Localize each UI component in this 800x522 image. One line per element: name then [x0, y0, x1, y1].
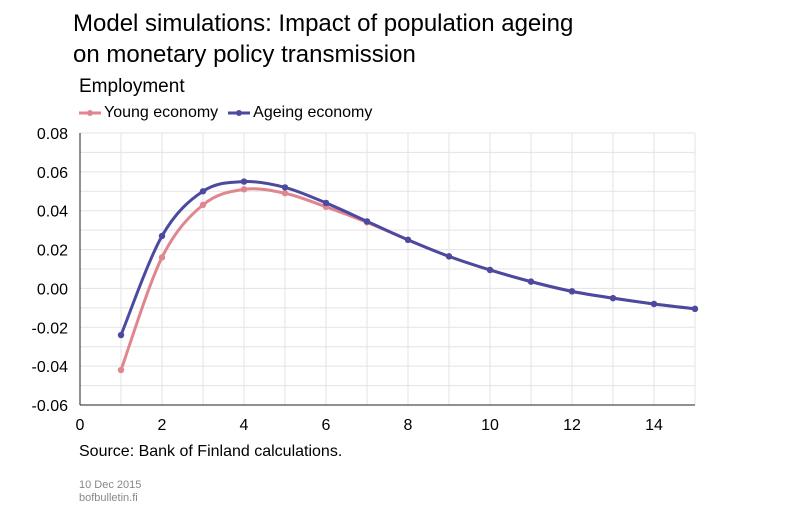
x-tick-label: 10	[481, 417, 499, 434]
data-point-young	[281, 190, 289, 197]
legend-marker-ageing	[236, 110, 243, 116]
data-point-ageing	[404, 236, 412, 244]
data-point-ageing	[240, 178, 248, 185]
chart-title: Model simulations: Impact of population …	[73, 8, 573, 70]
legend-label-ageing: Ageing economy	[253, 104, 373, 121]
data-point-ageing	[486, 266, 494, 274]
data-point-ageing	[568, 288, 576, 295]
y-tick-label: 0.04	[37, 204, 68, 221]
legend: Young economy Ageing economy	[79, 104, 382, 122]
footer-site: bofbulletin.fi	[79, 492, 138, 504]
legend-label-young: Young economy	[104, 104, 219, 121]
legend-swatch-ageing	[228, 110, 251, 116]
data-point-ageing	[281, 184, 289, 191]
data-point-young	[199, 201, 207, 209]
title-line-2: on monetary policy transmission	[73, 41, 416, 68]
x-tick-label: 14	[645, 417, 663, 434]
data-point-ageing	[609, 294, 617, 302]
x-tick-label: 0	[76, 417, 85, 434]
x-tick-label: 4	[240, 417, 249, 434]
data-point-ageing	[527, 278, 535, 285]
data-point-ageing	[199, 188, 207, 195]
y-tick-label: 0.02	[37, 243, 68, 260]
data-point-ageing	[322, 199, 330, 207]
title-line-1: Model simulations: Impact of population …	[73, 10, 574, 37]
legend-swatch-young	[79, 110, 101, 116]
legend-marker-young	[87, 110, 93, 116]
y-tick-label: -0.02	[32, 320, 69, 337]
x-tick-label: 2	[158, 417, 167, 434]
data-point-ageing	[691, 305, 699, 313]
chart-subtitle: Employment	[79, 76, 185, 97]
data-point-ageing	[650, 300, 658, 308]
legend-item-ageing: Ageing economy	[228, 104, 372, 122]
y-tick-label: -0.06	[32, 398, 69, 415]
legend-item-young: Young economy	[79, 104, 218, 122]
x-tick-label: 12	[563, 417, 581, 434]
source-note: Source: Bank of Finland calculations.	[79, 443, 343, 460]
y-tick-label: 0.08	[37, 126, 68, 143]
x-tick-label: 6	[322, 417, 331, 434]
y-tick-label: 0.00	[37, 281, 68, 298]
data-point-ageing	[117, 331, 125, 339]
y-tick-label: -0.04	[32, 359, 69, 376]
y-tick-label: 0.06	[37, 165, 68, 182]
data-point-young	[240, 186, 248, 193]
x-tick-label: 8	[404, 417, 413, 434]
data-point-ageing	[363, 218, 371, 225]
data-point-young	[158, 254, 166, 261]
data-point-ageing	[158, 232, 166, 240]
footer: 10 Dec 2015 bofbulletin.fi	[79, 479, 141, 505]
data-point-ageing	[445, 253, 453, 260]
data-point-young	[117, 366, 125, 374]
footer-date: 10 Dec 2015	[79, 479, 142, 491]
